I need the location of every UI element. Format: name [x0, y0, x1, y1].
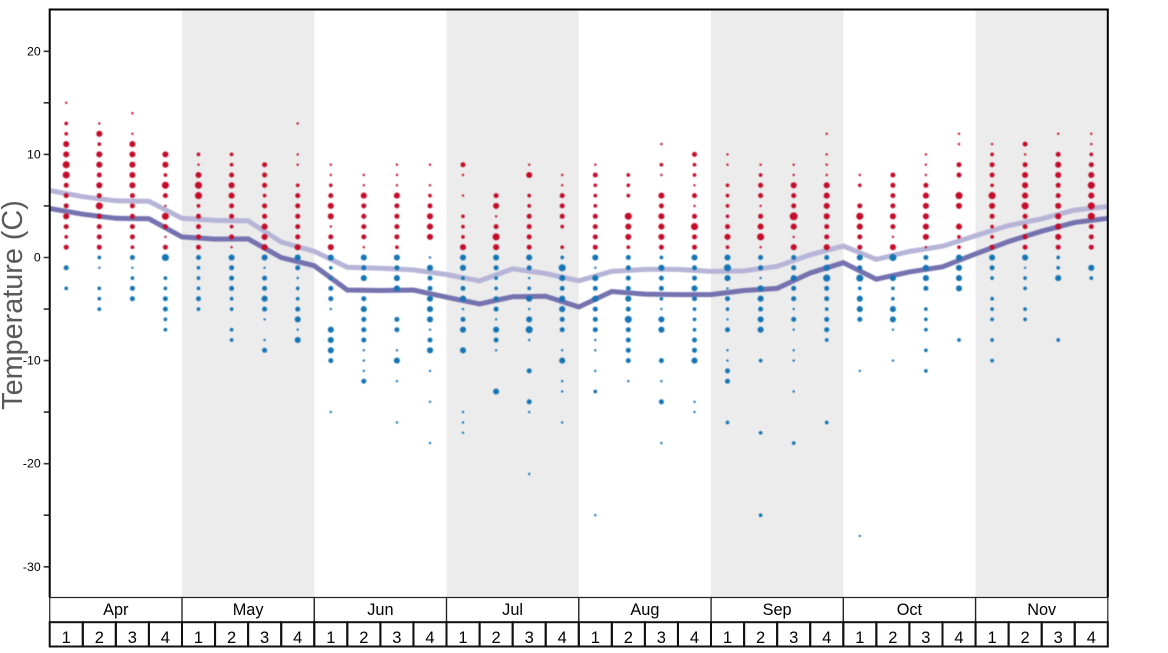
svg-text:1: 1: [458, 629, 467, 647]
svg-text:4: 4: [293, 629, 302, 647]
svg-text:0: 0: [34, 251, 41, 265]
svg-text:3: 3: [789, 629, 798, 647]
svg-text:1: 1: [988, 629, 997, 647]
svg-text:3: 3: [921, 629, 930, 647]
svg-text:3: 3: [525, 629, 534, 647]
svg-text:20: 20: [27, 44, 41, 58]
svg-text:4: 4: [1087, 629, 1096, 647]
svg-text:Jul: Jul: [502, 601, 523, 619]
svg-text:1: 1: [62, 629, 71, 647]
svg-text:1: 1: [326, 629, 335, 647]
svg-text:1: 1: [855, 629, 864, 647]
svg-text:Jun: Jun: [367, 601, 393, 619]
svg-text:10: 10: [27, 147, 41, 161]
svg-text:2: 2: [624, 629, 633, 647]
svg-text:3: 3: [260, 629, 269, 647]
svg-text:2: 2: [1021, 629, 1030, 647]
svg-text:Oct: Oct: [897, 601, 923, 619]
svg-text:2: 2: [95, 629, 104, 647]
svg-text:4: 4: [425, 629, 434, 647]
svg-text:-20: -20: [23, 457, 41, 471]
svg-text:-30: -30: [23, 560, 41, 574]
svg-text:4: 4: [558, 629, 567, 647]
svg-text:Sep: Sep: [763, 601, 792, 619]
svg-text:Temperature (C): Temperature (C): [0, 200, 29, 410]
svg-text:1: 1: [723, 629, 732, 647]
svg-text:1: 1: [591, 629, 600, 647]
svg-text:2: 2: [492, 629, 501, 647]
svg-text:4: 4: [954, 629, 963, 647]
svg-text:3: 3: [392, 629, 401, 647]
svg-text:2: 2: [359, 629, 368, 647]
svg-text:2: 2: [888, 629, 897, 647]
svg-text:4: 4: [161, 629, 170, 647]
svg-text:May: May: [233, 601, 265, 619]
svg-text:Nov: Nov: [1027, 601, 1057, 619]
svg-text:-10: -10: [23, 354, 41, 368]
svg-text:4: 4: [690, 629, 699, 647]
svg-text:Apr: Apr: [103, 601, 129, 619]
svg-text:3: 3: [128, 629, 137, 647]
svg-text:2: 2: [756, 629, 765, 647]
svg-text:4: 4: [822, 629, 831, 647]
svg-text:3: 3: [657, 629, 666, 647]
svg-text:2: 2: [227, 629, 236, 647]
svg-text:3: 3: [1054, 629, 1063, 647]
svg-text:Aug: Aug: [630, 601, 659, 619]
svg-text:1: 1: [194, 629, 203, 647]
